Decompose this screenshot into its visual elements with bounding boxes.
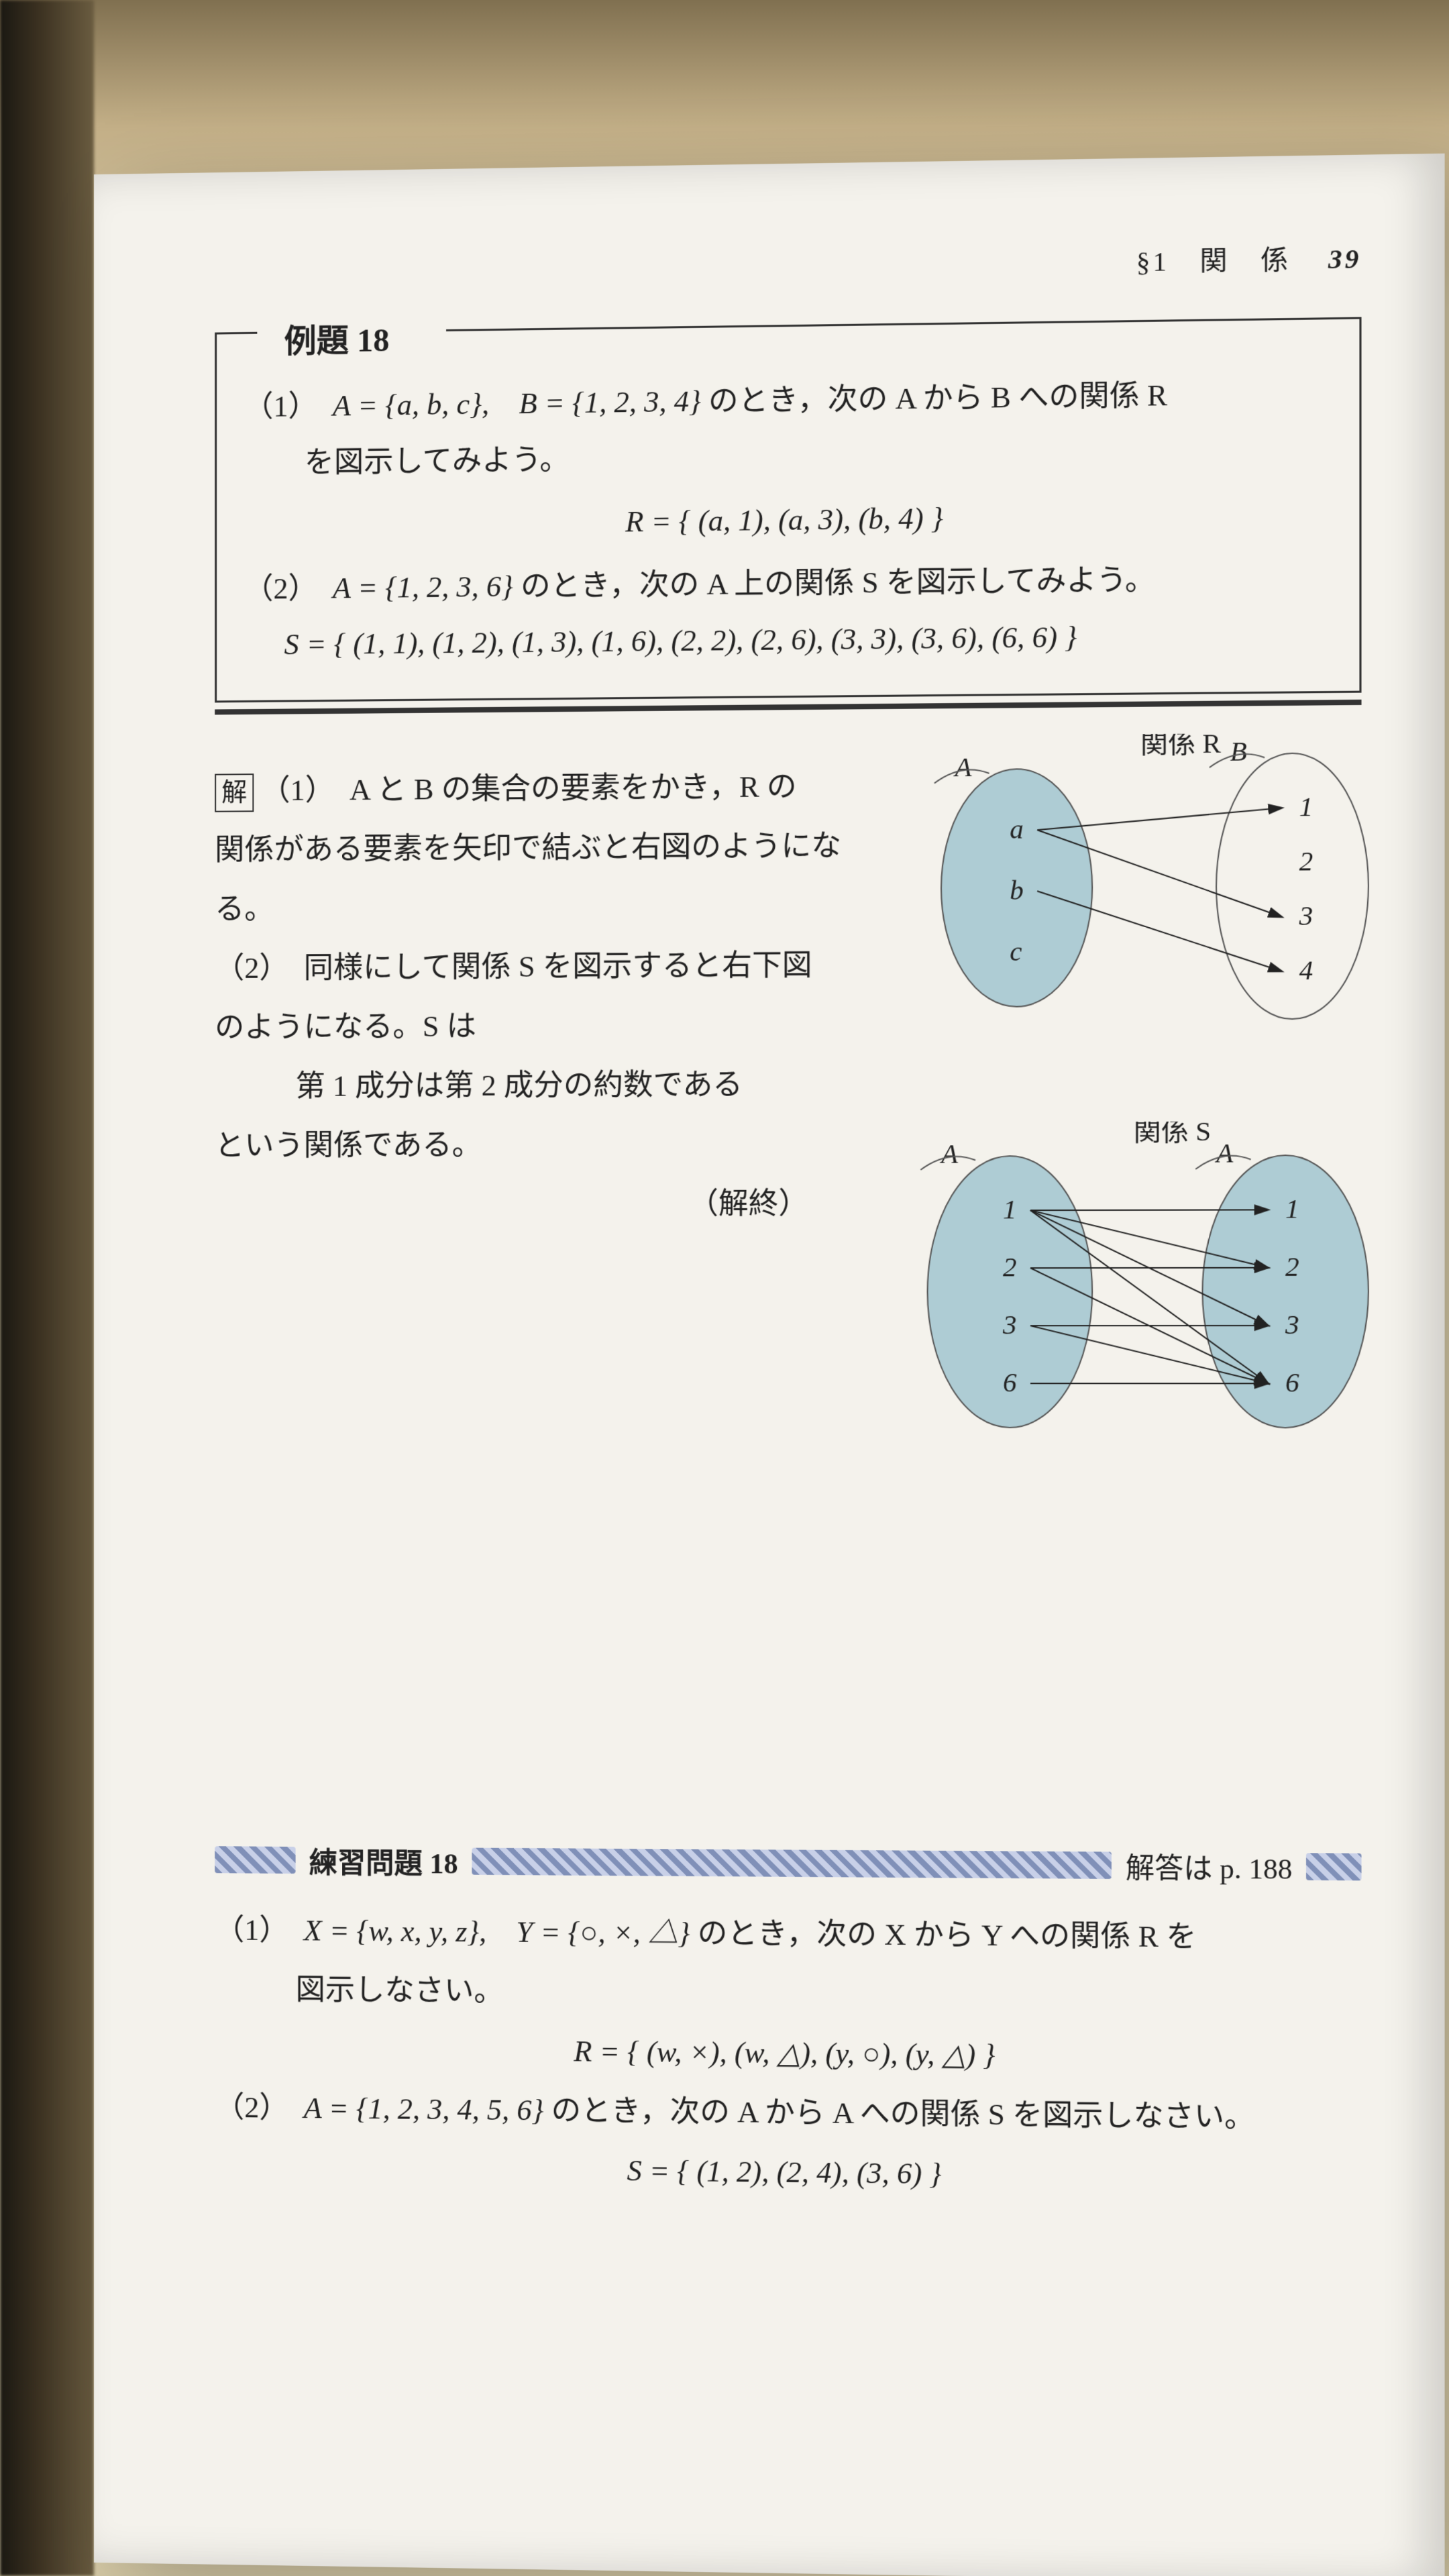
relation-R-diagram: 関係 R A Babc 1 2 3 4 (920, 732, 1389, 1034)
example-part2-line1: （2） A = {1, 2, 3, 6} のとき，次の A 上の関係 S を図示… (244, 549, 1332, 617)
pattern-decoration-left (215, 1847, 295, 1874)
solution-text: 解（1） A と B の集合の要素をかき，R の 関係がある要素を矢印で結ぶと右… (215, 757, 879, 1235)
svg-text:1: 1 (1003, 1194, 1016, 1225)
example-part1-relation: R = { (a, 1), (a, 3), (b, 4) } (244, 486, 1332, 554)
solution-line7: という関係である。 （解終） (215, 1114, 879, 1235)
svg-text:関係 R: 関係 R (1140, 732, 1221, 759)
textbook-page: §1 関 係 39 例題 18 （1） A = {a, b, c}, B = {… (94, 154, 1445, 2576)
practice-title: 練習問題 18 (309, 1840, 458, 1882)
page-header: §1 関 係 39 (215, 237, 1361, 292)
svg-text:関係 S: 関係 S (1134, 1121, 1211, 1147)
svg-text:2: 2 (1003, 1252, 1016, 1283)
svg-text:3: 3 (1285, 1309, 1299, 1340)
solution-line2: 関係がある要素を矢印で結ぶと右図のようにな (215, 816, 879, 880)
svg-text:2: 2 (1285, 1251, 1299, 1282)
practice-p1-line2: 図示しなさい。 (296, 1960, 1362, 2029)
solution-line5: のようになる。S は (215, 995, 879, 1057)
svg-text:4: 4 (1299, 955, 1313, 985)
svg-text:B: B (1230, 736, 1247, 767)
solution-end-marker: （解終） (688, 1187, 808, 1220)
page-number: 39 (1328, 244, 1362, 274)
svg-text:A: A (953, 752, 972, 783)
svg-text:1: 1 (1285, 1193, 1299, 1224)
svg-text:A: A (1214, 1138, 1234, 1169)
svg-text:b: b (1010, 875, 1023, 906)
svg-text:c: c (1010, 936, 1022, 967)
svg-text:6: 6 (1003, 1367, 1016, 1398)
solution-marker: 解 (215, 773, 254, 812)
svg-text:2: 2 (1299, 846, 1313, 877)
solution-area: 解（1） A と B の集合の要素をかき，R の 関係がある要素を矢印で結ぶと右… (215, 753, 1361, 1235)
solution-line4: （2） 同様にして関係 S を図示すると右下図 (215, 935, 879, 998)
example-title: 例題 18 (270, 310, 402, 373)
practice-p1-relation: R = { (w, ×), (w, △), (y, ○), (y, △) } (215, 2019, 1361, 2088)
practice-p2-relation: S = { (1, 2), (2, 4), (3, 6) } (215, 2137, 1361, 2209)
example-part1-line2: を図示してみよう。 (305, 422, 1332, 490)
solution-line1: 解（1） A と B の集合の要素をかき，R の (215, 757, 879, 821)
relation-S-diagram: 関係 SAA12361236 (907, 1121, 1389, 1448)
svg-text:3: 3 (1299, 900, 1313, 931)
pattern-decoration-end (1306, 1854, 1362, 1881)
svg-text:a: a (1010, 814, 1023, 845)
svg-text:A: A (939, 1138, 959, 1169)
practice-body: （1） X = {w, x, y, z}, Y = {○, ×, △} のとき，… (215, 1900, 1361, 2208)
practice-p1-line1: （1） X = {w, x, y, z}, Y = {○, ×, △} のとき，… (215, 1900, 1361, 1968)
practice-answer-ref: 解答は p. 188 (1126, 1845, 1292, 1887)
solution-line6: 第 1 成分は第 2 成分の約数である (296, 1055, 880, 1116)
photo-background: §1 関 係 39 例題 18 （1） A = {a, b, c}, B = {… (0, 0, 1449, 2576)
example-bottom-rule (215, 700, 1361, 715)
practice-p2-line: （2） A = {1, 2, 3, 4, 5, 6} のとき，次の A から A… (215, 2078, 1361, 2149)
solution-line3: る。 (215, 876, 879, 939)
svg-text:6: 6 (1285, 1367, 1299, 1398)
example-part2-relation: S = { (1, 1), (1, 2), (1, 3), (1, 6), (2… (284, 606, 1332, 673)
practice-header-bar: 練習問題 18 解答は p. 188 (215, 1839, 1361, 1888)
section-label: §1 関 係 (1136, 244, 1291, 277)
book-spine-shadow (0, 0, 94, 2576)
pattern-decoration-right (472, 1848, 1112, 1879)
svg-text:1: 1 (1299, 792, 1313, 822)
svg-text:3: 3 (1002, 1309, 1016, 1340)
example-box: 例題 18 （1） A = {a, b, c}, B = {1, 2, 3, 4… (215, 317, 1361, 703)
